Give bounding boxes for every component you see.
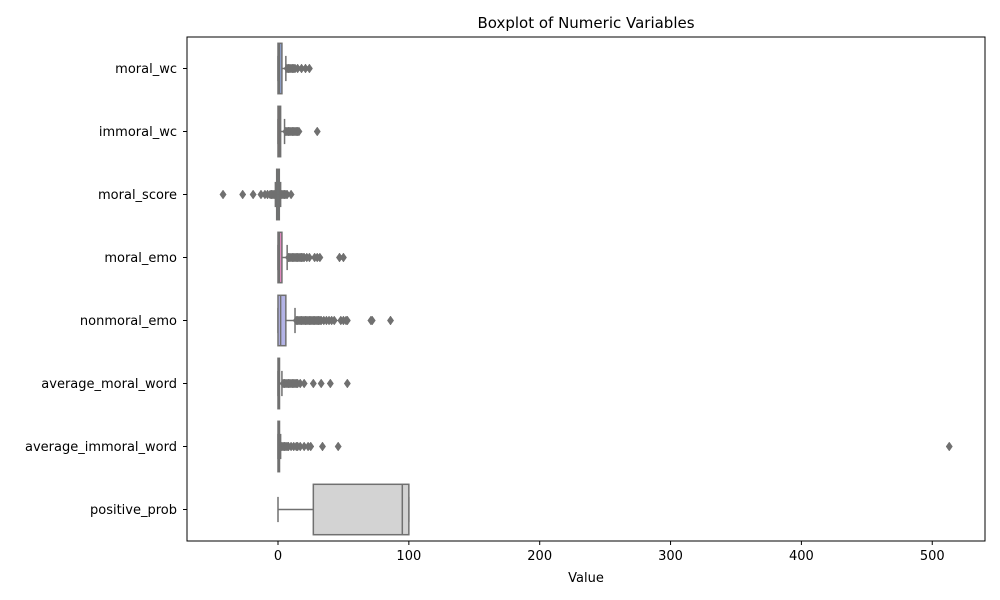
chart-title: Boxplot of Numeric Variables [477,14,694,32]
x-axis: 0 100 200 300 400 500 [274,541,945,564]
y-tick-label: average_immoral_word [25,440,177,455]
box-immoral-wc [277,105,321,158]
outlier-point [343,315,351,326]
outlier-point [317,378,325,389]
outlier-point [300,378,308,389]
box-moral-emo [277,231,347,284]
outlier-point [334,441,342,452]
plot-area [219,42,953,536]
y-tick-label: nonmoral_emo [80,314,177,329]
y-tick-label: moral_score [98,188,177,203]
outlier-point [368,315,376,326]
y-tick-label: moral_wc [115,62,177,77]
box-positive-prob [277,483,410,536]
outlier-point [330,315,338,326]
box-iqr [312,483,410,536]
outlier-point [343,378,351,389]
box-nonmoral-emo [277,294,395,347]
y-axis: moral_wc immoral_wc moral_score moral_emono… [25,62,187,518]
outlier-point [313,126,321,137]
outlier-point [249,189,257,200]
x-axis-label: Value [568,571,604,586]
outlier-point [945,441,953,452]
box-iqr [277,294,287,347]
x-tick-label: 300 [658,549,683,564]
outlier-point [326,378,334,389]
y-tick-label: positive_prob [90,503,177,518]
x-tick-label: 500 [920,549,945,564]
x-tick-label: 400 [789,549,814,564]
y-tick-label: moral_emo [104,251,177,266]
plot-frame [186,36,986,542]
x-tick-label: 200 [527,549,552,564]
box-average-immoral-word [277,420,953,473]
outlier-point [339,252,347,263]
box-average-moral-word [277,357,351,410]
x-tick-label: 0 [274,549,282,564]
outlier-point [305,63,313,74]
outlier-point [270,189,278,200]
outlier-point [305,252,313,263]
outlier-point [318,441,326,452]
box-moral-score [219,168,295,221]
y-tick-label: average_moral_word [41,377,177,392]
box-moral-wc [277,42,313,95]
outlier-point [307,441,315,452]
outlier-point [239,189,247,200]
outlier-point [295,126,303,137]
outlier-point [387,315,395,326]
x-tick-label: 100 [396,549,421,564]
outlier-point [316,252,324,263]
outlier-point [309,378,317,389]
outlier-point [219,189,227,200]
outlier-point [287,189,295,200]
y-tick-label: immoral_wc [99,125,177,140]
